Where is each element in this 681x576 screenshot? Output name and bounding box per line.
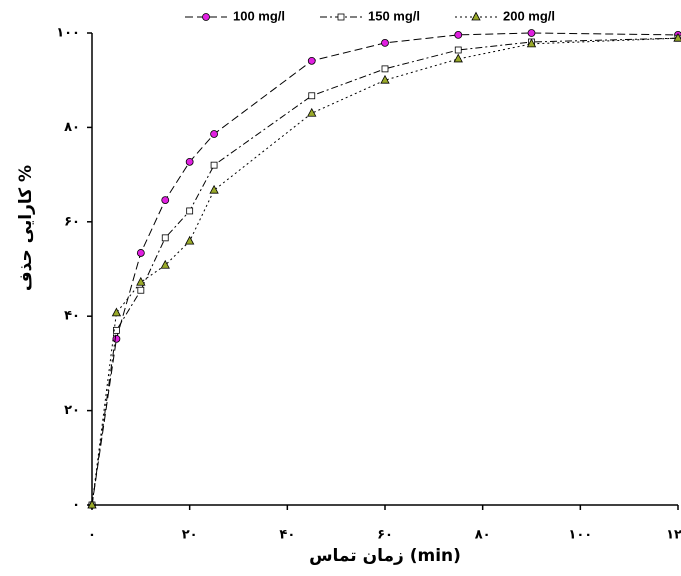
- data-point: [454, 30, 463, 39]
- x-tick-label: ۱۲: [666, 528, 681, 543]
- legend-marker: [337, 13, 345, 21]
- data-point: [185, 235, 195, 245]
- data-point: [381, 39, 389, 47]
- data-point: [380, 74, 390, 84]
- data-point: [453, 53, 463, 63]
- data-point: [137, 286, 145, 294]
- y-tick-label: ۱۰۰: [56, 26, 80, 41]
- data-point: [673, 32, 681, 42]
- data-point: [87, 499, 97, 509]
- legend-marker: [471, 11, 481, 21]
- x-axis-title: زمان تماس (min): [309, 546, 461, 566]
- series-line: [91, 37, 679, 506]
- y-tick-label: ۸۰: [64, 120, 80, 135]
- data-point: [161, 234, 169, 242]
- data-point: [526, 38, 537, 48]
- data-point: [186, 207, 194, 215]
- data-point: [136, 276, 146, 286]
- data-point: [210, 130, 218, 138]
- data-point: [210, 161, 218, 169]
- y-tick-label: ۲۰: [64, 403, 80, 418]
- x-tick-label: ۶۰: [377, 528, 393, 543]
- data-point: [185, 157, 194, 166]
- data-point: [160, 259, 170, 269]
- data-point: [111, 307, 122, 317]
- legend-label: 100 mg/l: [233, 8, 285, 23]
- x-tick-label: ۸۰: [475, 528, 491, 543]
- data-point: [307, 56, 316, 65]
- legend-label: 150 mg/l: [368, 8, 420, 23]
- y-tick-label: ۶۰: [64, 214, 80, 229]
- data-point: [136, 249, 145, 257]
- data-point: [161, 196, 170, 204]
- data-point: [381, 65, 389, 73]
- x-tick-label: ۰: [88, 528, 96, 543]
- x-tick-label: ۱۰۰: [568, 528, 592, 543]
- legend-marker: [202, 13, 210, 21]
- y-axis-title: کارایی حذف %: [16, 165, 36, 291]
- y-tick-label: ۰: [72, 498, 80, 513]
- series-line: [91, 32, 679, 506]
- x-tick-label: ۴۰: [279, 528, 295, 543]
- y-tick-label: ۴۰: [64, 309, 80, 324]
- data-point: [454, 46, 462, 54]
- x-tick-label: ۲۰: [182, 528, 198, 543]
- data-point: [307, 107, 317, 117]
- data-point: [308, 92, 316, 100]
- legend-label: 200 mg/l: [503, 8, 555, 23]
- series-line: [91, 37, 679, 506]
- data-point: [112, 334, 121, 343]
- data-point: [209, 184, 219, 194]
- data-point: [527, 29, 536, 37]
- data-point: [113, 326, 120, 334]
